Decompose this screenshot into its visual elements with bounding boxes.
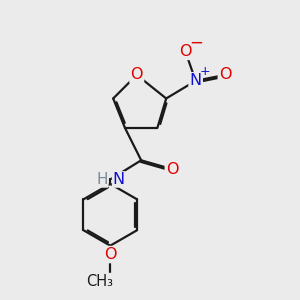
Text: O: O — [219, 68, 231, 82]
Text: N: N — [112, 172, 125, 187]
Text: N: N — [190, 73, 202, 88]
Text: CH₃: CH₃ — [86, 274, 113, 289]
Text: +: + — [199, 65, 210, 78]
Text: O: O — [104, 247, 116, 262]
Text: −: − — [190, 34, 203, 52]
Text: H: H — [96, 172, 108, 187]
Text: O: O — [179, 44, 192, 59]
Text: O: O — [166, 162, 178, 177]
Text: O: O — [130, 68, 143, 82]
